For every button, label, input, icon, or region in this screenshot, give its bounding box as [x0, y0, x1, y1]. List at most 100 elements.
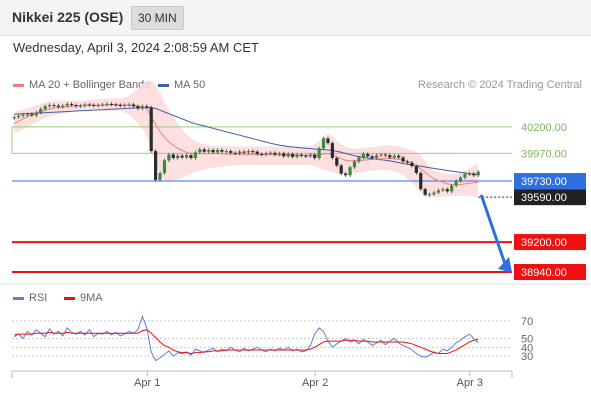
x-axis: Apr 1 Apr 2 Apr 3	[11, 370, 513, 389]
candle-body	[198, 149, 202, 153]
candle-body	[34, 112, 38, 116]
bollinger-band	[14, 80, 479, 198]
candle-body	[242, 151, 246, 153]
candle-body	[441, 189, 445, 191]
candle-body	[109, 103, 114, 105]
candle-body	[39, 109, 43, 113]
candle-body	[162, 160, 167, 173]
candle-body	[229, 151, 233, 153]
candle-body	[326, 138, 330, 144]
candle-body	[401, 157, 405, 162]
candle-body	[145, 106, 149, 108]
level-label-38940.00: 38940.00	[521, 267, 567, 279]
candle-body	[118, 105, 122, 107]
candle-body	[193, 152, 197, 159]
candle-body	[304, 155, 308, 157]
rsi-tick-30: 30	[521, 351, 533, 363]
candle-body	[140, 106, 144, 109]
candle-body	[419, 172, 423, 190]
legend-ma20-label: MA 20 + Bollinger Bands	[29, 79, 150, 91]
candle-body	[251, 151, 255, 153]
candle-body	[176, 155, 180, 159]
candle-body	[432, 192, 436, 195]
candle-body	[344, 173, 348, 176]
candle-body	[321, 138, 326, 149]
level-label-39970.00: 39970.00	[521, 148, 567, 160]
candle-body	[463, 174, 467, 178]
candle-body	[78, 105, 83, 107]
candle-body	[127, 104, 131, 106]
candle-body	[428, 194, 432, 196]
candle-body	[149, 107, 153, 152]
candle-body	[25, 114, 30, 116]
legend-ma20: MA 20 + Bollinger Bands	[13, 79, 150, 91]
candle-body	[131, 104, 136, 107]
candle-body	[220, 149, 224, 152]
level-label-39200.00: 39200.00	[521, 237, 567, 249]
candle-body	[361, 153, 365, 158]
ma9-swatch	[64, 296, 75, 300]
candle-body	[207, 149, 211, 152]
x-tick-label: Apr 3	[457, 377, 483, 389]
rsi-tick-40: 40	[521, 342, 533, 354]
candle-body	[374, 155, 379, 159]
candle-body	[458, 177, 463, 182]
candle-body	[136, 106, 140, 109]
candle-body	[388, 155, 392, 158]
legend-rsi: RSI	[13, 292, 47, 304]
rsi-ma-line	[14, 329, 479, 355]
candle-body	[52, 105, 56, 107]
interval-button[interactable]: 30 MIN	[131, 6, 184, 30]
candle-body	[414, 166, 418, 173]
candle-body	[65, 103, 69, 106]
candle-body	[370, 156, 374, 159]
candle-body	[87, 104, 91, 106]
ma50-line	[14, 106, 479, 176]
candle-body	[277, 153, 281, 155]
x-tick-label: Apr 2	[302, 377, 328, 389]
legend-9ma-label: 9MA	[80, 292, 103, 304]
level-label-40200.00: 40200.00	[521, 122, 567, 134]
candle-body	[92, 105, 96, 107]
candle-body	[211, 149, 215, 153]
x-tick-label: Apr 1	[134, 377, 160, 389]
candle-body	[12, 117, 16, 119]
ma50-swatch	[158, 83, 169, 87]
candle-body	[202, 149, 206, 152]
chart-datetime: Wednesday, April 3, 2024 2:08:59 AM CET	[13, 40, 259, 55]
candle-body	[383, 154, 388, 156]
candle-body	[273, 152, 277, 155]
candle-body	[74, 105, 78, 107]
candle-body	[454, 181, 458, 186]
candle-body	[96, 105, 100, 107]
candle-body	[308, 154, 312, 157]
candle-body	[154, 151, 158, 180]
candle-body	[472, 173, 476, 176]
legend-ma50-label: MA 50	[174, 79, 206, 91]
candle-body	[467, 173, 471, 175]
candle-body	[260, 153, 264, 155]
candle-body	[180, 155, 184, 158]
candle-body	[282, 153, 286, 157]
candle-body	[123, 105, 127, 107]
legend-ma50: MA 50	[158, 79, 205, 91]
level-tag-39730.00	[514, 173, 586, 190]
candle-body	[335, 158, 339, 166]
candle-body	[184, 155, 189, 158]
candle-body	[357, 157, 361, 162]
candle-body	[47, 105, 52, 107]
candle-body	[392, 155, 396, 158]
candle-body	[348, 167, 352, 176]
legend-rsi-label: RSI	[29, 292, 48, 304]
candle-body	[61, 105, 65, 107]
candle-body	[339, 165, 343, 174]
candle-body	[167, 154, 171, 161]
legend-9ma: 9MA	[64, 292, 103, 304]
candle-body	[379, 154, 383, 156]
level-tag-38940.00	[514, 264, 586, 280]
projection-arrowhead	[498, 256, 512, 273]
candle-body	[189, 155, 193, 159]
rsi-tick-50: 50	[521, 334, 533, 346]
